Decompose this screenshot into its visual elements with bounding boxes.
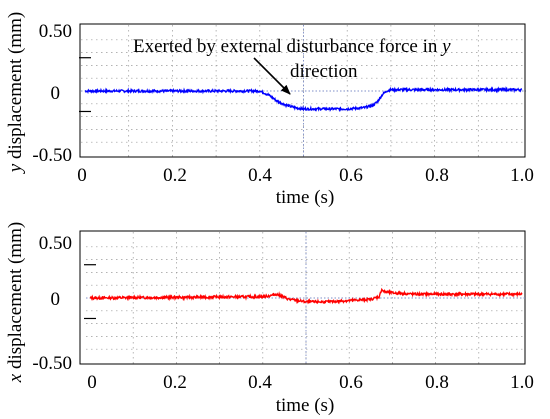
xtick-label-5: 1.0 [510,372,534,393]
xtick-label-0: 0 [77,165,87,186]
x-axis-title: time (s) [276,187,335,208]
xtick-label-2: 0.4 [248,165,272,186]
y-axis-title-rest: displacement (mm) [5,222,26,374]
xtick-label-4: 0.8 [425,372,449,393]
plot-frame [79,23,526,158]
ytick-label-2: -0.50 [32,145,72,166]
ytick-label-1: 0 [51,83,61,104]
annotation-arrow [253,57,291,95]
axis-ticks [84,264,96,320]
xtick-label-1: 0.2 [163,165,187,186]
xtick-label-1: 0.2 [163,372,187,393]
annotation-line-2: direction [290,61,358,82]
xtick-label-3: 0.6 [339,372,363,393]
plot-frame [79,230,526,365]
ytick-label-0: 0.50 [39,233,72,254]
y-axis-title-rest: displacement (mm) [5,12,26,164]
ytick-label-2: -0.50 [32,353,72,374]
annotation-line-1-var: y [440,36,451,57]
y-axis-title: y displacement (mm) [5,12,26,174]
axis-ticks [79,57,91,113]
y-axis-title-var: x [5,373,26,383]
xtick-label-5: 1.0 [510,165,534,186]
ytick-label-0: 0.50 [39,21,72,42]
chart-top: 0.50 0 -0.50 0 0.2 0.4 0.6 0.8 1.0 time … [5,12,534,208]
annotation-line-1-text: Exerted by external disturbance force in [133,36,442,57]
chart-bottom: 0.50 0 -0.50 0 0.2 0.4 0.6 0.8 1.0 time … [5,222,534,416]
xtick-label-0: 0 [87,372,97,393]
x-axis-title: time (s) [276,395,335,416]
annotation-line-1: Exerted by external disturbance force in… [133,36,451,57]
y-axis-title-var: y [5,163,26,174]
xtick-label-3: 0.6 [339,165,363,186]
xtick-label-4: 0.8 [425,165,449,186]
series-line [89,287,523,305]
xtick-label-2: 0.4 [248,372,272,393]
ytick-label-1: 0 [51,289,61,310]
y-axis-title: x displacement (mm) [5,222,26,383]
series-line [84,86,523,113]
